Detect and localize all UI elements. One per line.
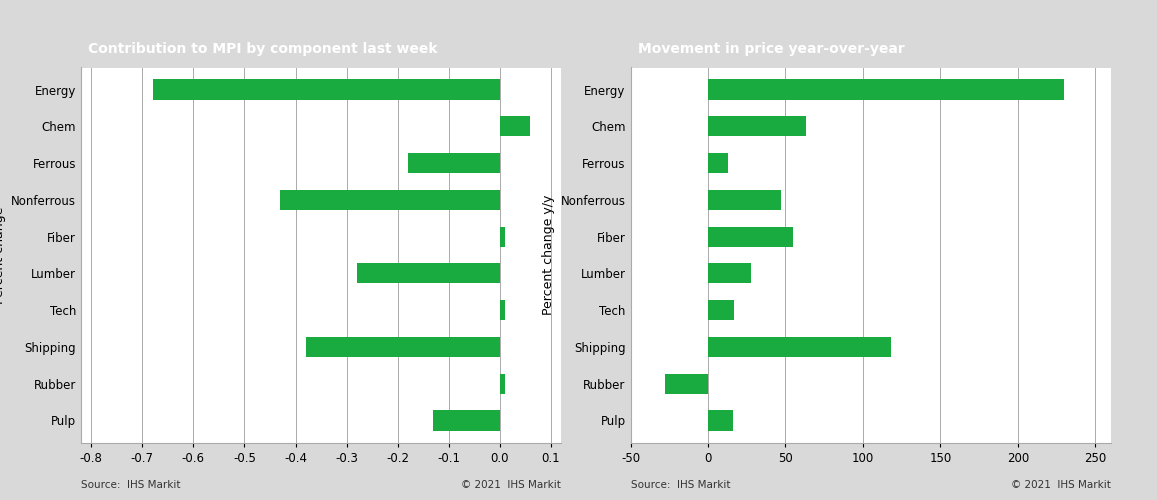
- Bar: [708, 116, 805, 136]
- Bar: [500, 116, 531, 136]
- Text: Source:  IHS Markit: Source: IHS Markit: [631, 480, 730, 490]
- Y-axis label: Percent change y/y: Percent change y/y: [543, 195, 555, 315]
- Bar: [500, 300, 504, 320]
- Bar: [708, 264, 751, 283]
- Y-axis label: Percent change: Percent change: [0, 206, 6, 304]
- Bar: [708, 300, 735, 320]
- Bar: [708, 190, 781, 210]
- Bar: [708, 80, 1064, 100]
- Bar: [708, 337, 891, 357]
- Text: © 2021  IHS Markit: © 2021 IHS Markit: [462, 480, 561, 490]
- Bar: [434, 410, 500, 430]
- Text: Movement in price year-over-year: Movement in price year-over-year: [638, 42, 905, 56]
- Bar: [708, 153, 728, 173]
- Bar: [356, 264, 500, 283]
- Bar: [500, 226, 504, 246]
- Bar: [305, 337, 500, 357]
- Text: Contribution to MPI by component last week: Contribution to MPI by component last we…: [88, 42, 437, 56]
- Bar: [708, 226, 794, 246]
- Text: © 2021  IHS Markit: © 2021 IHS Markit: [1011, 480, 1111, 490]
- Bar: [708, 410, 732, 430]
- Text: Source:  IHS Markit: Source: IHS Markit: [81, 480, 180, 490]
- Bar: [664, 374, 708, 394]
- Bar: [408, 153, 500, 173]
- Bar: [500, 374, 504, 394]
- Bar: [280, 190, 500, 210]
- Bar: [153, 80, 500, 100]
